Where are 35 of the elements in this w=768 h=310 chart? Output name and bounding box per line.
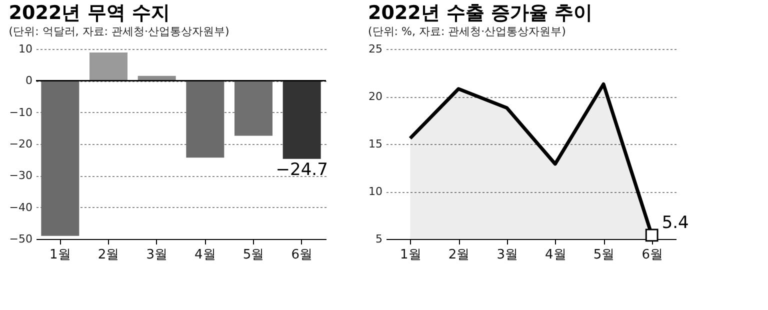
y-tick-label: 25 [368, 42, 382, 56]
x-tick-label: 5월 [242, 248, 264, 262]
x-tick-label: 3월 [496, 248, 518, 262]
bar [282, 80, 321, 159]
y-tick-label: −40 [9, 200, 32, 214]
y-tick-label: 10 [368, 185, 382, 198]
x-tick-label: 1월 [50, 248, 71, 262]
data-label: 5.4 [662, 213, 689, 234]
x-tick-label: 5월 [593, 248, 615, 262]
bar [41, 80, 80, 236]
x-tick-label: 2월 [448, 248, 470, 262]
chart-title: 2022년 무역 수지 [8, 2, 170, 24]
x-tick-label: 6월 [291, 248, 312, 262]
y-tick-label: 20 [368, 90, 382, 103]
x-tick-label: 3월 [146, 248, 168, 262]
x-tick-label: 6월 [642, 248, 663, 262]
data-label: −24.7 [276, 160, 328, 180]
y-tick-label: 10 [18, 42, 32, 56]
bar [90, 52, 128, 81]
x-tick-label: 1월 [400, 248, 422, 262]
y-tick-label: −20 [9, 138, 32, 150]
y-tick-label: −30 [9, 169, 32, 182]
y-tick-label: 15 [368, 138, 382, 150]
bar [234, 80, 272, 136]
chart-subtitle: (단위: %, 자료: 관세청·산업통상자원부) [368, 25, 566, 38]
y-tick-label: −10 [9, 106, 32, 119]
x-tick-label: 2월 [98, 248, 120, 262]
y-tick-label: −50 [9, 232, 32, 246]
y-tick-label: 0 [26, 74, 32, 88]
bar [186, 80, 224, 158]
chart-title: 2022년 수출 증가율 추이 [368, 2, 593, 24]
chart-subtitle: (단위: 억달러, 자료: 관세청·산업통상자원부) [8, 25, 230, 38]
y-tick-label: 5 [376, 232, 382, 246]
x-tick-label: 4월 [194, 248, 216, 262]
x-tick-label: 4월 [545, 248, 566, 262]
